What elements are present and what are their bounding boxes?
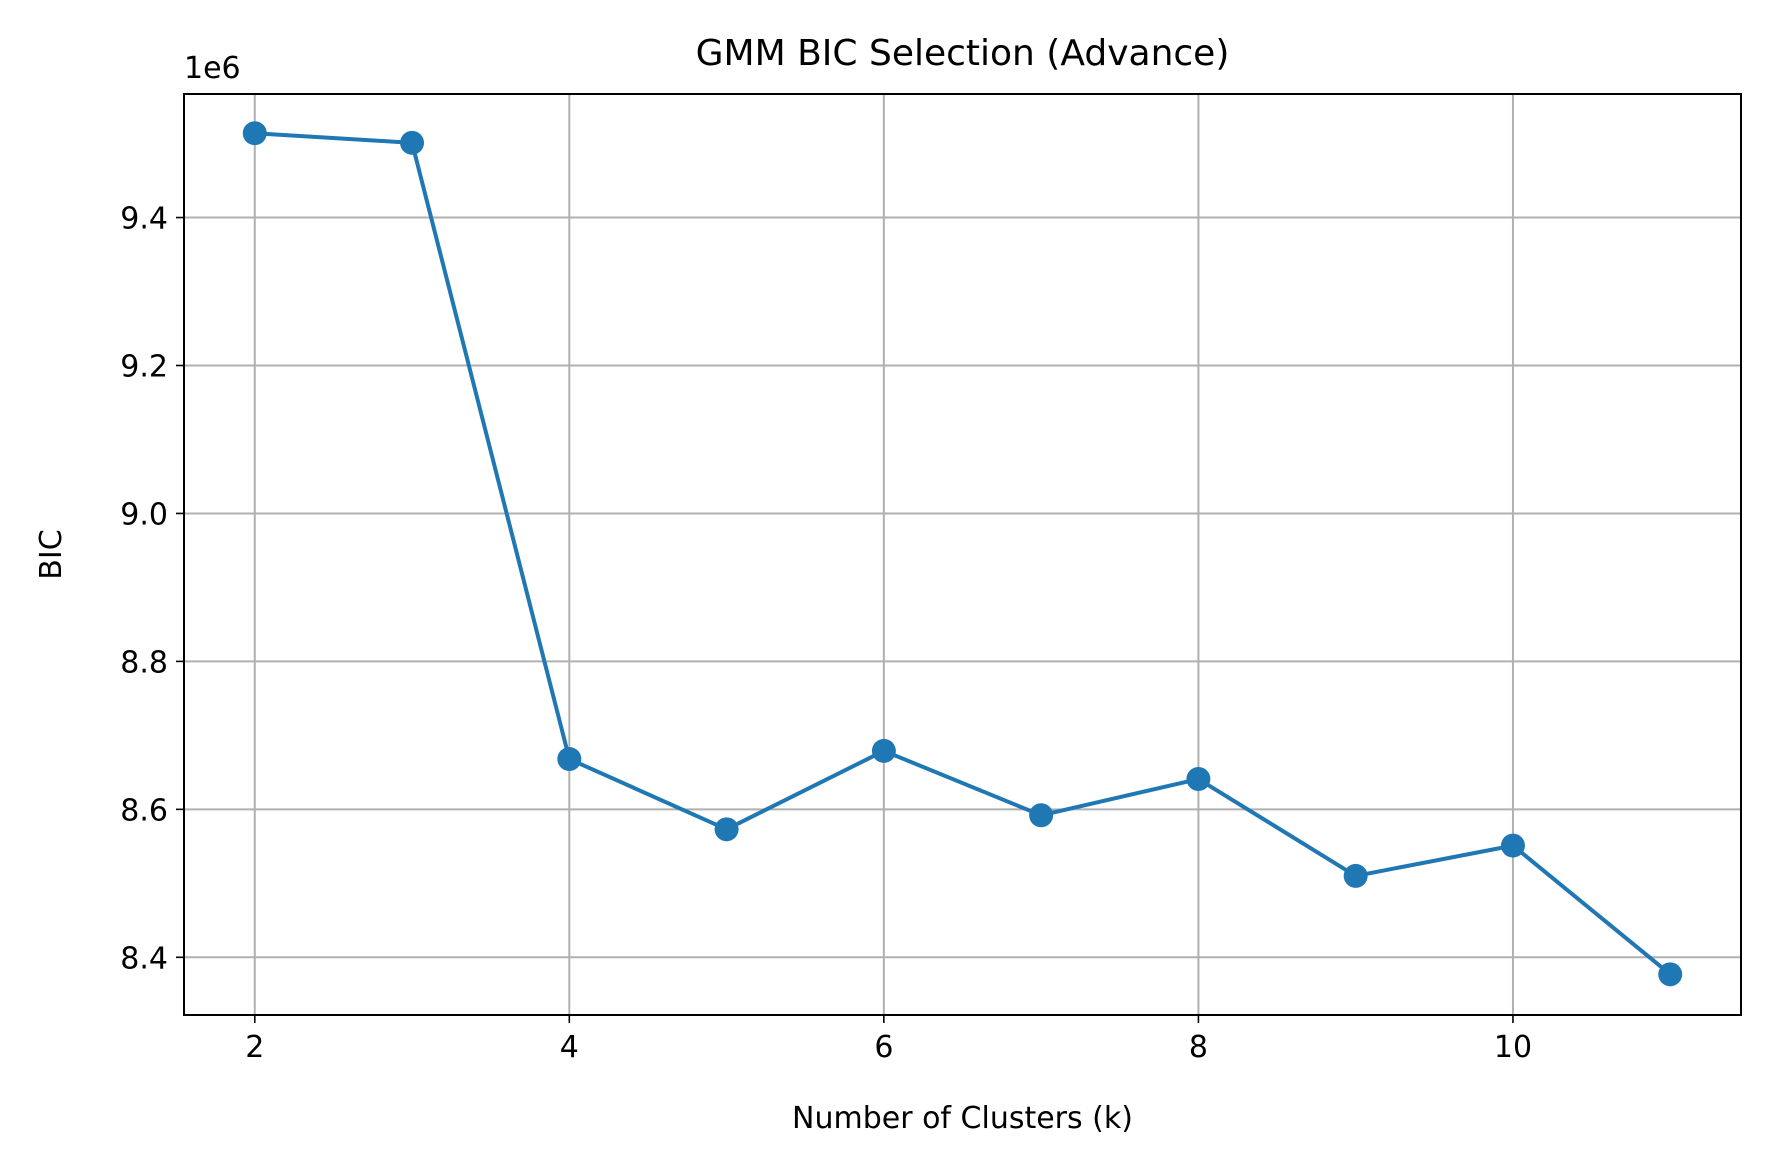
data-point xyxy=(242,121,267,146)
data-point xyxy=(871,738,896,763)
x-axis-label: Number of Clusters (k) xyxy=(792,1101,1133,1136)
data-point xyxy=(1343,863,1368,888)
series-layer xyxy=(242,121,1683,987)
chart-title: GMM BIC Selection (Advance) xyxy=(696,33,1230,74)
y-tick-label: 8.8 xyxy=(120,645,168,680)
y-tick-label: 8.4 xyxy=(120,941,168,976)
x-tick-label: 8 xyxy=(1189,1030,1208,1065)
y-axis-label: BIC xyxy=(34,529,69,579)
x-tick-label: 4 xyxy=(560,1030,579,1065)
data-point xyxy=(1658,962,1683,987)
y-axis: 8.4 8.6 8.8 9.0 9.2 9.4 xyxy=(120,202,184,976)
data-point xyxy=(714,817,739,842)
data-point xyxy=(400,130,425,155)
x-tick-label: 10 xyxy=(1494,1030,1532,1065)
series-line xyxy=(254,131,1672,976)
data-point xyxy=(1029,803,1054,828)
data-point xyxy=(1500,833,1525,858)
data-point xyxy=(1186,767,1211,792)
x-tick-label: 2 xyxy=(245,1030,264,1065)
grid xyxy=(184,94,1741,1015)
y-tick-label: 8.6 xyxy=(120,793,168,828)
x-tick-label: 6 xyxy=(874,1030,893,1065)
x-axis: 2 4 6 8 10 xyxy=(245,1015,1532,1065)
y-tick-label: 9.2 xyxy=(120,349,168,384)
y-axis-offset-label: 1e6 xyxy=(184,51,241,86)
y-tick-label: 9.4 xyxy=(120,202,168,237)
plot-frame xyxy=(183,93,1742,1016)
data-point xyxy=(557,747,582,772)
y-tick-label: 9.0 xyxy=(120,497,168,532)
